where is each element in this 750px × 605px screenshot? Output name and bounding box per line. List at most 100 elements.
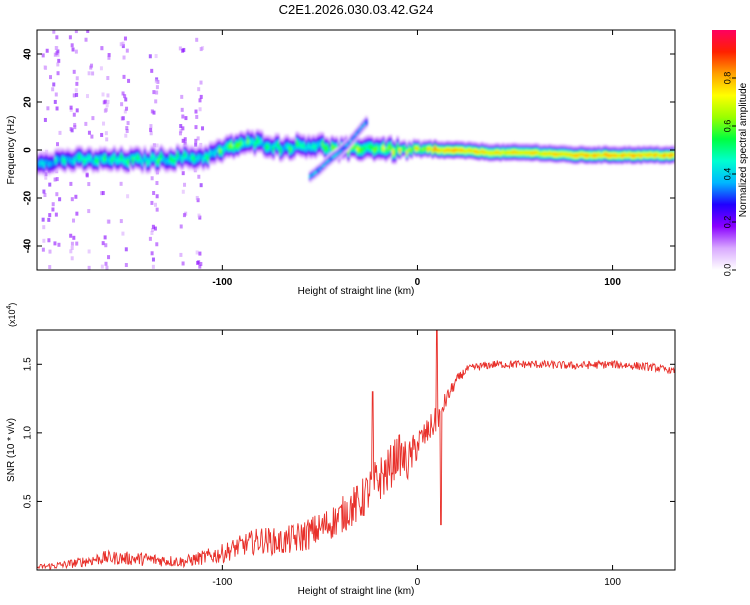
spectrogram-cell <box>375 153 378 157</box>
spectrogram-cell <box>546 150 549 153</box>
spectrogram-cell <box>445 146 449 150</box>
spectrogram-cell <box>293 140 296 143</box>
spectrogram-cell <box>61 150 65 153</box>
spectrogram-cell <box>131 159 135 162</box>
spectrogram-cell <box>574 148 577 151</box>
spectrogram-cell <box>642 154 645 158</box>
spectrogram-cell <box>663 150 666 153</box>
spectrogram-cell <box>581 151 584 154</box>
spectrogram-track-cell <box>332 150 335 154</box>
spectrogram-speckle-cell <box>196 198 200 203</box>
spectrogram-cell <box>91 159 95 163</box>
spectrogram-cell <box>567 160 570 164</box>
spectrogram-cell <box>295 131 299 135</box>
spectrogram-cell <box>176 153 179 156</box>
spectrogram-cell <box>241 133 245 136</box>
spectrogram-cell <box>80 145 83 149</box>
spectrogram-cell <box>595 150 598 153</box>
spectrogram-cell <box>309 149 313 152</box>
spectrogram-cell <box>382 155 385 158</box>
spectrogram-cell <box>269 150 273 154</box>
spectrogram-cell <box>621 157 624 161</box>
spectrogram-speckle-cell <box>51 202 55 207</box>
spectrogram-cell <box>45 167 48 170</box>
spectrogram-cell <box>550 144 554 148</box>
spectrogram-cell <box>497 156 500 160</box>
spectrogram-cell <box>239 140 243 144</box>
spectrogram-speckle-cell <box>42 189 46 194</box>
spectrogram-cell <box>429 144 432 148</box>
spectrogram-cell <box>187 165 191 169</box>
spectrogram-cell <box>391 145 395 149</box>
spectrogram-cell <box>45 153 48 157</box>
spectrogram-cell <box>611 149 615 153</box>
spectrogram-cell <box>134 161 137 164</box>
spectrogram-cell <box>166 158 170 162</box>
spectrogram-cell <box>260 139 264 142</box>
spectrogram-cell <box>157 158 161 161</box>
spectrogram-cell <box>138 150 142 154</box>
spectrogram-cell <box>103 155 107 159</box>
spectrogram-cell <box>368 138 371 142</box>
spectrogram-cell <box>527 143 531 147</box>
spectrogram-cell <box>660 146 664 150</box>
spectrogram-cell <box>298 146 301 149</box>
spectrogram-cell <box>206 155 210 159</box>
spectrogram-cell <box>529 153 533 157</box>
spectrogram-cell <box>241 137 245 140</box>
spectrogram-cell <box>42 154 46 158</box>
spectrogram-cell <box>91 149 95 153</box>
spectrogram-cell <box>213 146 217 150</box>
spectrogram-cell <box>490 145 493 149</box>
spectrogram-cell <box>330 138 334 142</box>
spectrogram-cell <box>602 151 605 154</box>
spectrogram-cell <box>143 164 147 168</box>
spectrogram-cell <box>258 140 261 144</box>
spectrogram-cell <box>356 156 360 160</box>
spectrogram-cell <box>597 149 601 152</box>
spectrogram-cell <box>665 147 669 151</box>
spectrogram-cell <box>253 136 257 140</box>
spectrogram-cell <box>145 157 149 161</box>
spectrogram-cell <box>148 161 151 164</box>
spectrogram-track-cell <box>358 132 362 136</box>
spectrogram-cell <box>267 146 271 150</box>
spectrogram-speckle-cell <box>150 228 154 233</box>
spectrogram-cell <box>525 149 528 152</box>
spectrogram-cell <box>384 148 388 152</box>
spectrogram-track-cell <box>360 131 364 134</box>
spectrogram-cell <box>593 147 596 151</box>
spectrogram-cell <box>478 154 481 158</box>
spectrogram-cell <box>522 149 526 152</box>
spectrogram-cell <box>586 153 589 157</box>
spectrogram-cell <box>534 150 538 154</box>
spectrogram-cell <box>279 140 282 144</box>
spectrogram-cell <box>300 153 303 156</box>
spectrogram-cell <box>541 144 545 148</box>
spectrogram-cell <box>527 145 531 148</box>
spectrogram-cell <box>616 150 620 153</box>
spectrogram-track-cell <box>329 158 332 162</box>
spectrogram-cell <box>319 133 322 137</box>
spectrogram-cell <box>171 169 175 173</box>
spectrogram-cell <box>436 156 439 159</box>
spectrogram-cell <box>82 149 86 152</box>
spectrogram-cell <box>56 151 60 154</box>
spectrogram-cell <box>80 147 83 151</box>
spectrogram-track-cell <box>327 162 331 165</box>
spectrogram-track-cell <box>365 117 368 121</box>
spectrogram-track-cell <box>332 158 335 161</box>
spectrogram-cell <box>45 151 48 155</box>
spectrogram-cell <box>244 150 247 154</box>
spectrogram-cell <box>213 150 217 154</box>
spectrogram-cell <box>96 166 100 170</box>
spectrogram-cell <box>120 162 123 166</box>
spectrogram-cell <box>487 147 491 151</box>
spectrogram-cell <box>206 157 210 161</box>
spectrogram-cell <box>651 145 655 149</box>
spectrogram-cell <box>555 149 559 152</box>
spectrogram-cell <box>173 152 177 156</box>
spectrogram-track-cell <box>329 154 332 158</box>
spectrogram-cell <box>216 149 219 153</box>
spectrogram-cell <box>571 155 575 159</box>
